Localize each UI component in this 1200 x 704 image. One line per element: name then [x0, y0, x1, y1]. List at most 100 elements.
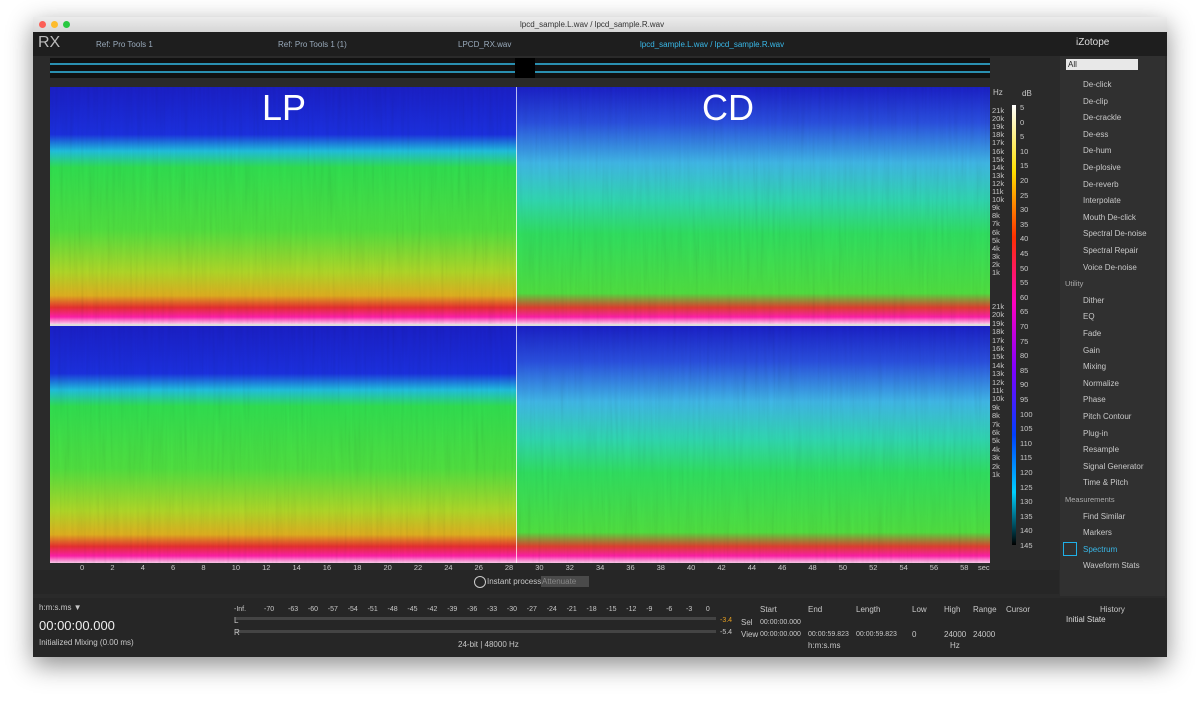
channel-label: LP [262, 87, 307, 128]
brand: iZotope [1076, 37, 1110, 48]
time-tick: 44 [747, 563, 757, 572]
time-tick: 46 [778, 563, 787, 572]
freq-value: 24000 [973, 630, 996, 639]
time-tick: 28 [504, 563, 514, 572]
db-tick: 85 [1020, 365, 1029, 375]
hz-tick: 20k [992, 310, 1005, 320]
module: Interpolate [1083, 196, 1121, 206]
section-title: Utility [1065, 279, 1084, 289]
module: EQ [1083, 312, 1095, 322]
freq-header: Range [973, 605, 997, 614]
meter-tick: -15 [606, 606, 617, 613]
db-tick: 65 [1020, 307, 1029, 317]
module: Fade [1083, 329, 1102, 338]
time-tick: 10 [231, 563, 241, 572]
meter-tick: -21 [566, 606, 577, 613]
meter-tick: -9 [646, 606, 653, 613]
db-tick: 110 [1020, 438, 1032, 448]
sel-row-label: Sel [741, 618, 753, 627]
overview [50, 58, 990, 78]
time-display: 00:00:00.000 [39, 618, 115, 633]
meter-tick: -33 [487, 606, 498, 613]
hz-tick: 7k [992, 219, 1000, 229]
mode-dropdown[interactable] [541, 576, 589, 587]
module: De-clip [1083, 96, 1108, 106]
hz-tick: 15k [992, 154, 1005, 164]
hz-tick: 5k [992, 235, 1000, 245]
module: Mixing [1083, 362, 1107, 372]
module: Resample [1083, 445, 1120, 455]
hz-tick: 17k [992, 138, 1005, 148]
db-colorbar [1012, 105, 1016, 545]
tab-bar [33, 32, 1167, 56]
format: 24-bit | 48000 Hz [458, 640, 519, 649]
close-button[interactable] [39, 21, 46, 28]
meter-tick: -51 [367, 606, 378, 613]
db-tick: 50 [1020, 263, 1029, 273]
meter-tick: -30 [506, 606, 518, 613]
hz-tick: 8k [992, 211, 1000, 221]
tab: lpcd_sample.L.wav / lpcd_sample.R.wav [640, 40, 785, 49]
channel: R [234, 628, 240, 637]
instant-process-toggle[interactable] [474, 576, 486, 588]
meter-tick: -42 [427, 606, 438, 613]
hz-tick: 13k [992, 170, 1005, 180]
peak: -3.4 [720, 617, 733, 624]
meter-r [236, 630, 716, 633]
time-format: h:m:s.ms ▼ [39, 603, 82, 612]
time-tick: 50 [838, 563, 848, 572]
peak: -5.4 [720, 629, 733, 636]
module: Spectral De-noise [1083, 229, 1147, 239]
sel-header: Start [760, 605, 777, 614]
channel: L [234, 616, 239, 625]
instant-process: Instant process [487, 577, 542, 586]
meter-tick: -60 [307, 606, 319, 613]
meter-tick: -54 [347, 606, 358, 613]
minimize-button[interactable] [51, 21, 58, 28]
hz-tick: 11k [992, 386, 1004, 395]
db-tick: 35 [1020, 219, 1029, 229]
hz-tick: 6k [992, 428, 1000, 437]
db-tick: 10 [1020, 146, 1029, 156]
module: De-crackle [1083, 113, 1122, 123]
db-tick: 70 [1020, 322, 1029, 331]
meter-tick: -24 [546, 606, 557, 613]
meter-tick: -3 [686, 606, 693, 613]
sel-header: Length [856, 605, 881, 614]
zoom-button[interactable] [63, 21, 70, 28]
hz-tick: 18k [992, 130, 1005, 140]
db-tick: 75 [1020, 336, 1029, 346]
section-title: Measurements [1065, 495, 1115, 504]
db-tick: 115 [1020, 453, 1032, 463]
spectrogram [50, 87, 990, 563]
time-tick: 58 [960, 563, 969, 572]
sel-row-label: View [741, 630, 759, 639]
module-filter[interactable] [1066, 59, 1138, 70]
time-tick: 34 [595, 563, 605, 572]
db-tick: 60 [1020, 292, 1029, 302]
module: Time & Pitch [1083, 478, 1129, 488]
channel-label: CD [702, 87, 754, 128]
cursor-header: Cursor [1006, 605, 1031, 614]
freq-value: 0 [912, 630, 917, 639]
logo: RX [38, 34, 61, 51]
hz-tick: 1k [992, 470, 1000, 479]
hz-tick: 3k [992, 453, 1000, 463]
hz-tick: 2k [992, 259, 1000, 269]
time-tick: 24 [444, 563, 453, 572]
meter-tick: -45 [407, 606, 418, 613]
hz-tick: 4k [992, 243, 1000, 253]
meter-tick: -57 [327, 606, 338, 613]
time-tick: 14 [292, 563, 301, 572]
time-tick: 12 [262, 563, 271, 572]
tab: Ref: Pro Tools 1 (1) [278, 40, 347, 49]
hz-tick: 13k [992, 369, 1005, 379]
freq-header: High [944, 605, 961, 614]
spectrum-selected [1063, 542, 1077, 556]
history-title: History [1100, 605, 1125, 614]
meter-tick: -6 [666, 606, 673, 613]
filter: All [1068, 60, 1077, 69]
hz-tick: 15k [992, 352, 1005, 362]
hz-tick: 21k [992, 106, 1005, 115]
